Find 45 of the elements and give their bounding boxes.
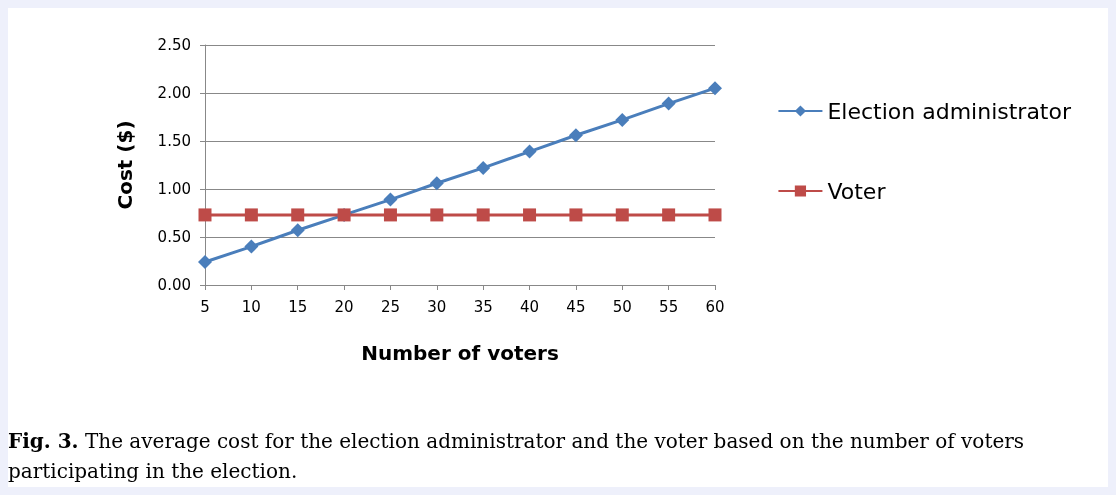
- y-axis-title: Cost ($): [113, 120, 137, 210]
- x-tick-label: 55: [659, 297, 679, 316]
- point: [523, 208, 537, 222]
- point: [476, 208, 490, 222]
- x-tick-label: 60: [705, 297, 725, 316]
- point: [244, 239, 259, 254]
- point: [615, 112, 630, 127]
- x-tick-label: 50: [612, 297, 632, 316]
- x-tick-label: 25: [380, 297, 400, 316]
- point: [383, 208, 397, 222]
- x-tick-label: 40: [520, 297, 540, 316]
- y-tick-label: 0.50: [157, 228, 191, 246]
- point: [290, 223, 305, 238]
- x-tick-label: 5: [200, 297, 210, 316]
- point: [708, 81, 722, 96]
- point: [662, 208, 676, 222]
- point: [383, 192, 398, 207]
- legend-label: Voter: [827, 178, 887, 204]
- x-tick-label: 15: [288, 297, 308, 316]
- point: [198, 254, 212, 269]
- point: [291, 208, 305, 222]
- y-tick-label: 1.50: [157, 132, 191, 150]
- x-tick-label: 20: [334, 297, 354, 316]
- point: [615, 208, 629, 222]
- point: [708, 208, 722, 222]
- x-tick-label: 30: [427, 297, 447, 316]
- y-tick-label: 1.00: [157, 180, 191, 198]
- point: [429, 176, 444, 191]
- x-tick-label: 45: [566, 297, 586, 316]
- x-tick-label: 10: [241, 297, 261, 316]
- point: [244, 208, 258, 222]
- point: [568, 128, 583, 143]
- caption: Fig. 3. The average cost for the election administrator and the voter based on the number of voters participating in the election.: [8, 429, 1025, 483]
- point: [522, 144, 537, 159]
- x-tick-label: 35: [473, 297, 493, 316]
- y-tick-label: 2.50: [157, 36, 191, 54]
- point: [661, 96, 676, 111]
- point: [476, 160, 491, 175]
- point: [198, 208, 212, 222]
- point: [430, 208, 444, 222]
- y-tick-label: 2.00: [157, 84, 191, 102]
- legend-label: Election administrator: [827, 98, 1072, 124]
- point: [569, 208, 583, 222]
- y-tick-label: 0.00: [157, 276, 191, 294]
- x-axis-title: Number of voters: [361, 341, 559, 365]
